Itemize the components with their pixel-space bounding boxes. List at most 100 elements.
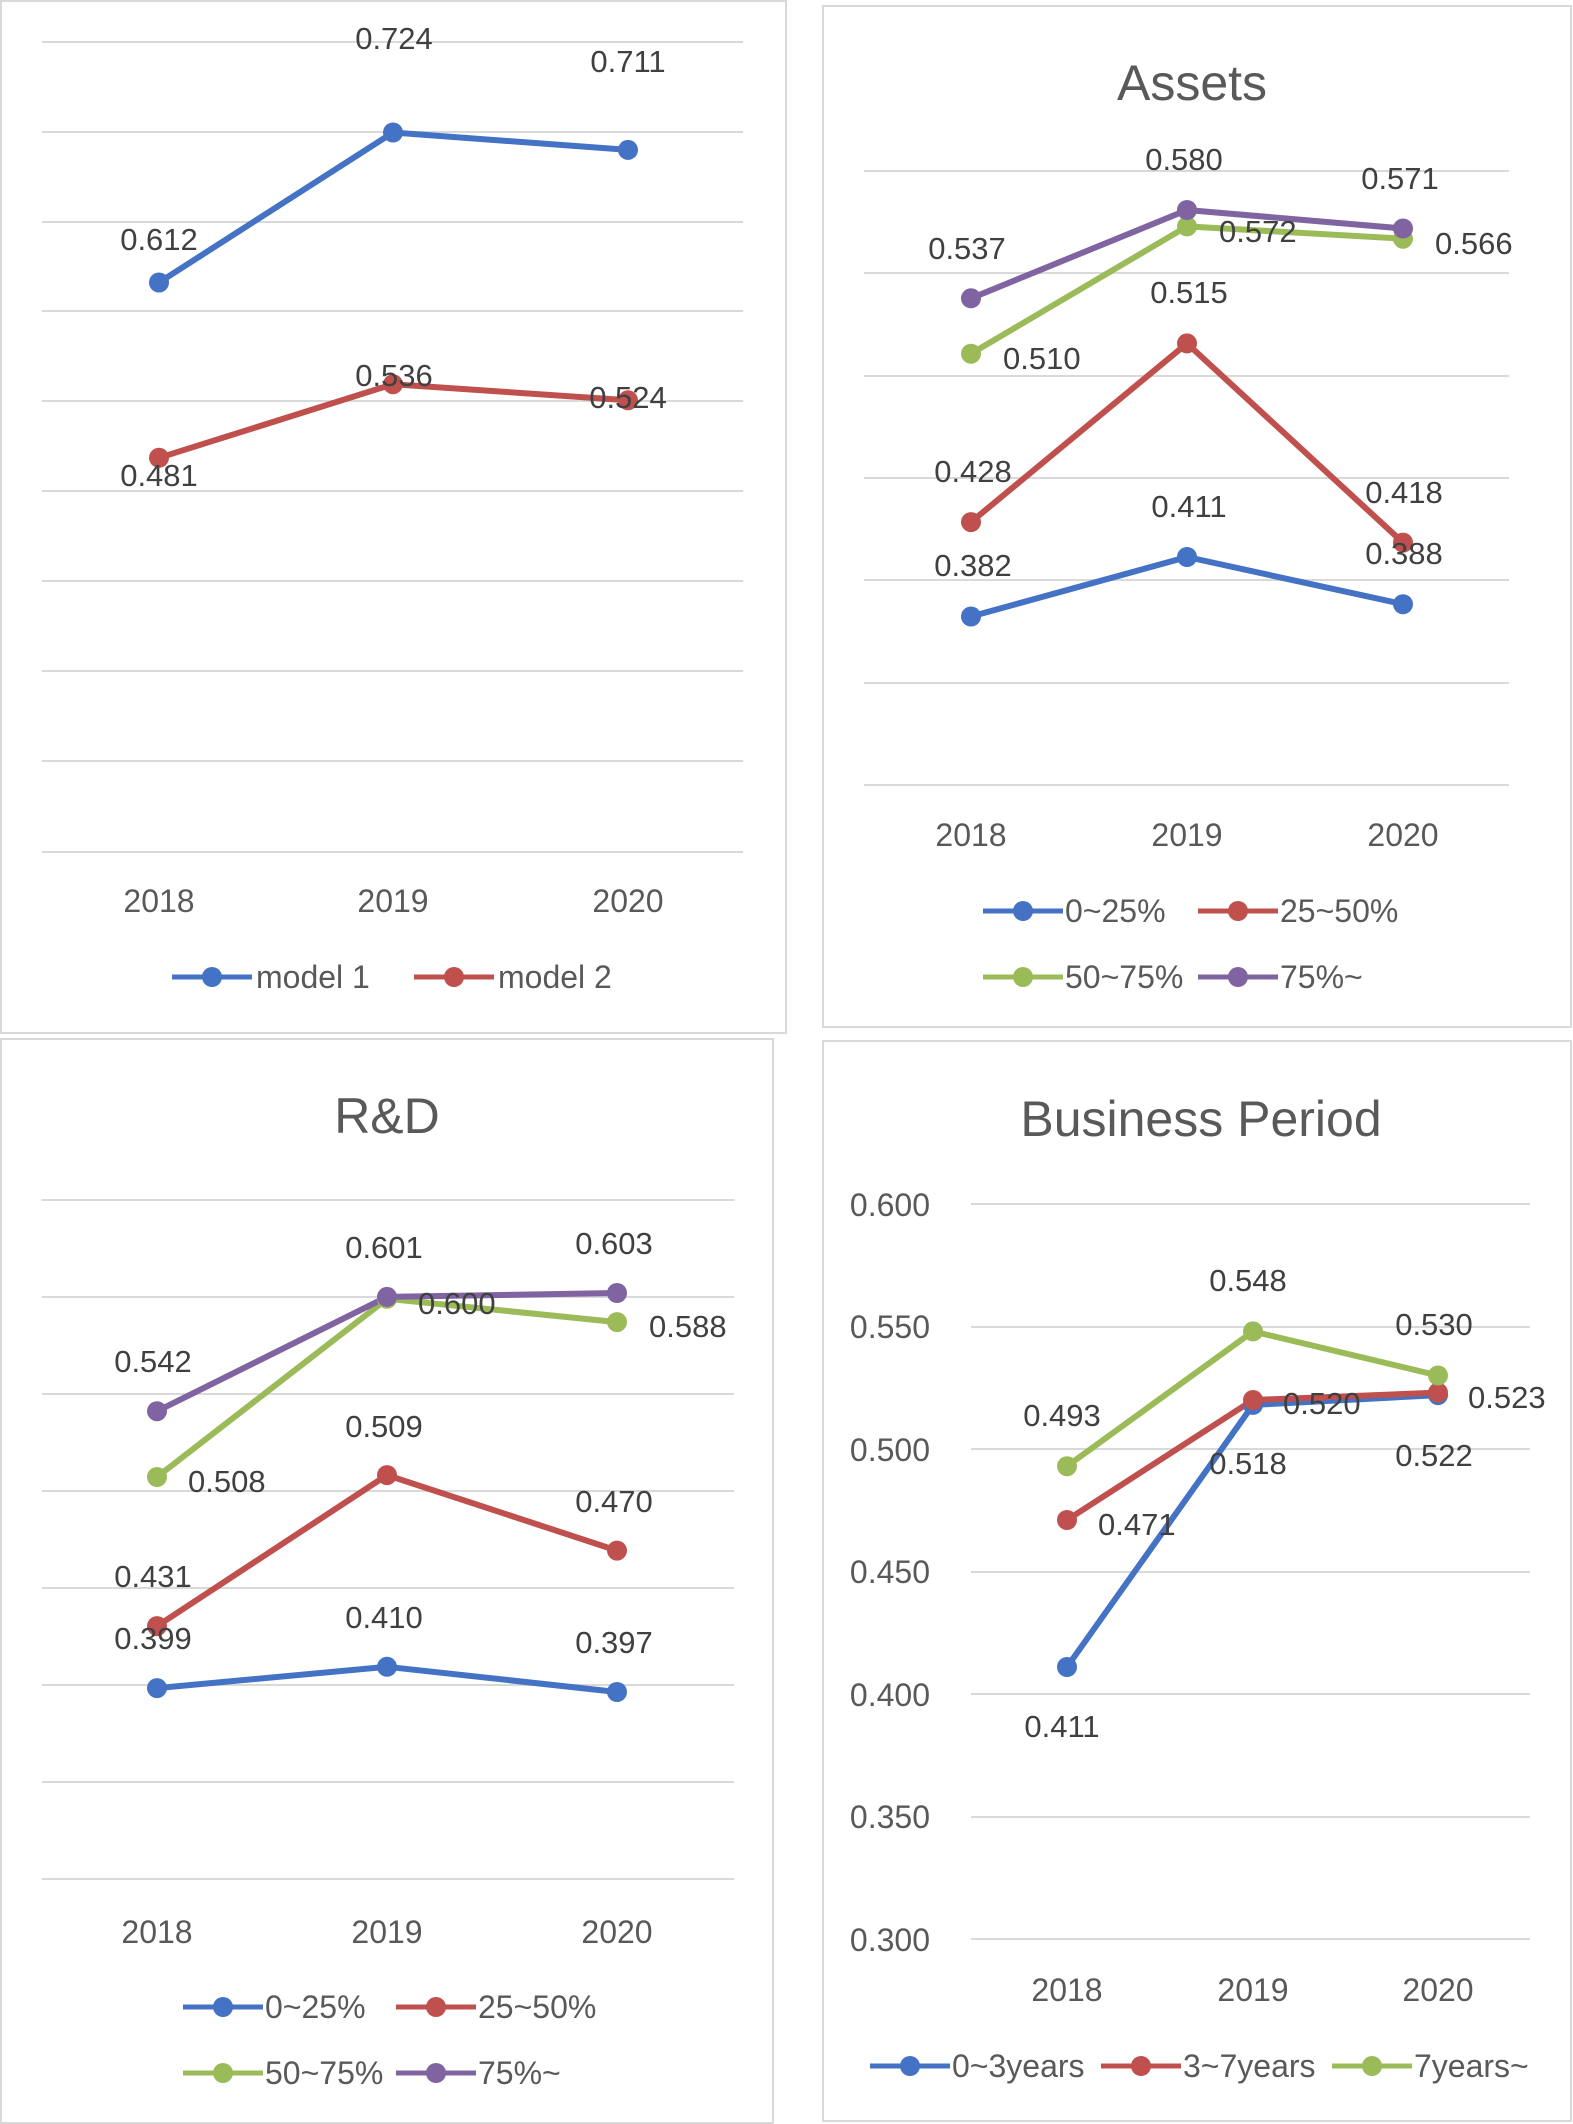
data-point xyxy=(1243,1321,1263,1342)
data-point xyxy=(1428,1365,1448,1386)
data-label: 0.515 xyxy=(1150,275,1228,310)
legend-marker xyxy=(1131,2056,1151,2076)
data-label: 0.600 xyxy=(418,1286,496,1321)
data-point xyxy=(607,1312,627,1333)
x-tick-label: 2019 xyxy=(1151,817,1222,853)
chart-frame xyxy=(822,5,1572,1028)
legend-marker xyxy=(1013,967,1033,987)
chart-frame xyxy=(0,0,787,1034)
legend-item-model-2[interactable]: model 2 xyxy=(414,959,612,995)
data-point xyxy=(1177,547,1197,567)
data-label: 0.410 xyxy=(345,1600,423,1635)
legend-item-7years[interactable]: 7years~ xyxy=(1332,2048,1529,2084)
legend-item-0-25[interactable]: 0~25% xyxy=(183,1989,366,2025)
legend-marker xyxy=(444,967,464,987)
data-label: 0.382 xyxy=(934,548,1012,583)
chart-panel-business-period: Business Period 0.600 0.550 0.500 0.450 … xyxy=(822,1040,1572,2122)
data-label: 0.509 xyxy=(345,1409,423,1444)
legend-item-25-50[interactable]: 25~50% xyxy=(396,1989,596,2025)
y-tick-label: 0.600 xyxy=(850,1187,930,1223)
data-point xyxy=(961,288,981,309)
x-tick-label: 2020 xyxy=(1402,1972,1473,2008)
data-label: 0.520 xyxy=(1283,1386,1361,1421)
series-layer xyxy=(961,200,1413,627)
legend-item-50-75[interactable]: 50~75% xyxy=(983,959,1183,995)
legend-marker xyxy=(202,967,222,987)
legend-label: 25~50% xyxy=(478,1989,596,2025)
data-point xyxy=(1243,1390,1263,1410)
data-label: 0.428 xyxy=(934,454,1012,489)
data-point xyxy=(1057,1657,1077,1677)
data-point xyxy=(1428,1382,1448,1403)
data-label: 0.411 xyxy=(1151,489,1226,524)
legend-item-0-25[interactable]: 0~25% xyxy=(983,893,1166,929)
data-point xyxy=(147,1616,167,1637)
data-label: 0.711 xyxy=(590,44,665,79)
legend-label: 75%~ xyxy=(478,2055,561,2091)
data-label: 0.572 xyxy=(1219,214,1297,249)
data-label: 0.470 xyxy=(575,1484,653,1519)
legend-label: 3~7years xyxy=(1183,2048,1316,2084)
legend-item-0-3years[interactable]: 0~3years xyxy=(870,2048,1085,2084)
data-point xyxy=(961,512,981,533)
data-point xyxy=(607,1682,627,1702)
y-tick-label: 0.350 xyxy=(850,1799,930,1835)
data-label: 0.724 xyxy=(355,21,433,56)
legend-item-75[interactable]: 75%~ xyxy=(1198,959,1363,995)
legend-label: model 2 xyxy=(498,959,612,995)
data-label: 0.603 xyxy=(575,1226,653,1261)
gridlines xyxy=(864,170,1509,786)
chart-panel-rnd: R&D 2018 2019 2020 0.399 0.410 0.397 0.4… xyxy=(0,1038,774,2124)
data-label: 0.522 xyxy=(1395,1438,1473,1473)
chart-title: R&D xyxy=(334,1088,440,1144)
legend-item-model-1[interactable]: model 1 xyxy=(172,959,370,995)
gridlines xyxy=(42,41,743,853)
data-point xyxy=(149,272,169,293)
legend-marker xyxy=(1362,2056,1382,2076)
data-label: 0.548 xyxy=(1209,1263,1287,1298)
legend-label: 75%~ xyxy=(1280,959,1363,995)
data-point xyxy=(1057,1510,1077,1530)
data-point xyxy=(377,1656,397,1677)
data-point xyxy=(383,374,403,395)
data-label: 0.518 xyxy=(1209,1446,1287,1481)
data-point xyxy=(607,1540,627,1561)
y-tick-label: 0.400 xyxy=(850,1677,930,1713)
data-point xyxy=(377,1286,397,1307)
legend-marker xyxy=(1228,967,1248,987)
legend-marker xyxy=(1013,901,1033,921)
data-label: 0.530 xyxy=(1395,1307,1473,1342)
data-label: 0.493 xyxy=(1023,1398,1101,1433)
data-label: 0.510 xyxy=(1003,341,1081,376)
legend-marker xyxy=(426,1997,446,2017)
gridlines xyxy=(971,1203,1530,1940)
data-label: 0.588 xyxy=(649,1309,727,1344)
legend-item-75[interactable]: 75%~ xyxy=(396,2055,561,2091)
x-tick-label: 2020 xyxy=(1367,817,1438,853)
chart-panel-assets: Assets 2018 2019 2020 0.382 0.411 0.388 … xyxy=(822,5,1572,1028)
x-tick-label: 2019 xyxy=(351,1914,422,1950)
x-tick-label: 2018 xyxy=(935,817,1006,853)
data-point xyxy=(961,606,981,627)
data-label: 0.537 xyxy=(928,231,1006,266)
chart-panel-models: 2018 2019 2020 0.612 0.724 0.711 0.481 0… xyxy=(0,0,787,1034)
data-point xyxy=(1393,594,1413,615)
data-label: 0.571 xyxy=(1361,161,1439,196)
legend-item-50-75[interactable]: 50~75% xyxy=(183,2055,383,2091)
x-tick-label: 2018 xyxy=(1031,1972,1102,2008)
data-point xyxy=(147,1401,167,1422)
x-tick-label: 2019 xyxy=(357,883,428,919)
data-point xyxy=(1057,1456,1077,1477)
x-tick-label: 2018 xyxy=(123,883,194,919)
legend-item-3-7years[interactable]: 3~7years xyxy=(1101,2048,1316,2084)
x-tick-label: 2020 xyxy=(592,883,663,919)
data-point xyxy=(618,139,638,160)
x-tick-label: 2020 xyxy=(581,1914,652,1950)
legend-label: 50~75% xyxy=(1065,959,1183,995)
x-tick-label: 2019 xyxy=(1217,1972,1288,2008)
series-layer xyxy=(149,122,638,468)
data-point xyxy=(1177,216,1197,237)
legend-item-25-50[interactable]: 25~50% xyxy=(1198,893,1398,929)
data-point xyxy=(377,1465,397,1486)
